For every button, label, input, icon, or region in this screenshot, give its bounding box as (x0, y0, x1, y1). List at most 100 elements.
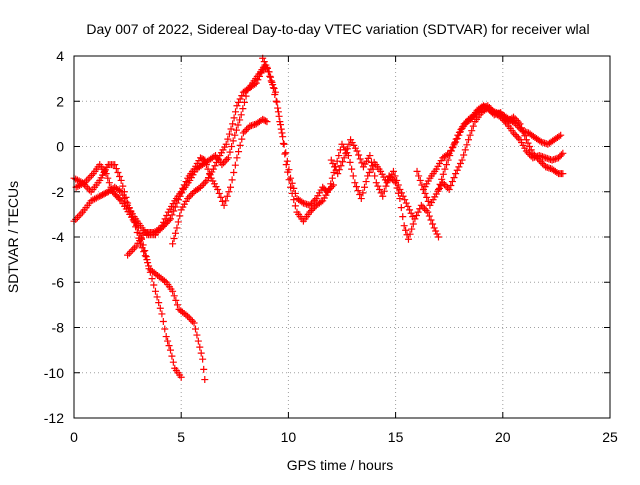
data-point-marker (172, 296, 180, 304)
data-point-marker (443, 161, 451, 169)
data-point-marker (458, 156, 466, 164)
data-point-marker (283, 157, 291, 165)
data-point-marker (371, 172, 379, 180)
data-point-marker (263, 118, 271, 126)
data-point-marker (422, 206, 430, 214)
data-point-marker (334, 170, 342, 178)
data-point-marker (241, 127, 249, 135)
data-point-marker (190, 319, 198, 327)
data-point-marker (390, 177, 398, 185)
data-point-marker (231, 131, 239, 139)
data-point-marker (512, 120, 520, 128)
data-point-marker (343, 145, 351, 153)
data-point-marker (463, 141, 471, 149)
data-point-marker (287, 183, 295, 191)
data-point-marker (197, 349, 205, 357)
data-point-marker (227, 125, 235, 133)
data-point-marker (377, 189, 385, 197)
data-point-marker (367, 158, 375, 166)
data-point-marker (119, 182, 127, 190)
data-point-marker (288, 189, 296, 197)
data-point-marker (380, 187, 388, 195)
data-point-marker (498, 115, 506, 123)
data-point-marker (276, 118, 284, 126)
data-point-marker (188, 317, 196, 325)
data-point-marker (165, 342, 173, 350)
data-point-marker (352, 183, 360, 191)
data-point-marker (111, 161, 119, 169)
data-point-marker (213, 158, 221, 166)
data-point-marker (388, 175, 396, 183)
data-point-marker (187, 191, 195, 199)
data-point-marker (75, 212, 83, 220)
data-point-marker (199, 355, 207, 363)
data-point-marker (225, 188, 233, 196)
data-point-marker (228, 143, 236, 150)
data-point-marker (309, 198, 317, 206)
data-point-marker (151, 287, 159, 295)
data-point-marker (335, 166, 343, 174)
y-axis-label: SDTVAR / TECUs (5, 181, 21, 293)
data-point-marker (421, 189, 429, 197)
data-point-marker (225, 130, 233, 138)
data-point-marker (362, 178, 370, 186)
data-point-marker (464, 136, 472, 144)
data-point-marker (125, 249, 133, 257)
data-point-marker (415, 172, 423, 180)
data-point-marker (184, 312, 192, 320)
data-point-marker (142, 253, 150, 261)
data-point-marker (224, 135, 232, 143)
data-point-marker (185, 314, 193, 322)
data-point-marker (425, 212, 433, 220)
data-point-marker (239, 105, 247, 113)
data-point-marker (230, 169, 238, 177)
data-point-marker (393, 184, 401, 192)
data-point-marker (452, 138, 460, 146)
data-point-marker (119, 191, 127, 199)
data-point-marker (171, 203, 179, 211)
data-point-marker (182, 311, 190, 319)
data-point-marker (455, 131, 463, 139)
data-point-marker (72, 215, 80, 223)
data-point-marker (232, 108, 240, 116)
data-point-marker (200, 365, 208, 373)
data-point-marker (430, 224, 438, 232)
data-point-marker (280, 140, 288, 148)
data-point-marker (200, 180, 208, 188)
data-point-marker (198, 182, 206, 190)
data-point-marker (366, 152, 374, 160)
data-point-marker (164, 337, 172, 345)
data-point-marker (439, 170, 447, 178)
data-point-marker (424, 208, 432, 216)
data-point-marker (148, 275, 156, 283)
data-point-marker (471, 111, 479, 119)
data-point-marker (387, 174, 395, 182)
data-point-marker (559, 170, 567, 178)
data-point-marker (160, 277, 168, 285)
data-point-marker (409, 220, 417, 228)
data-point-marker (429, 220, 437, 228)
data-point-marker (473, 109, 481, 117)
data-point-marker (105, 179, 113, 187)
data-point-marker (413, 167, 421, 175)
data-point-marker (104, 174, 112, 182)
data-point-marker (330, 163, 338, 171)
data-point-marker (306, 201, 314, 209)
data-point-marker (309, 205, 317, 213)
data-point-marker (522, 136, 530, 144)
data-point-marker (298, 198, 306, 206)
data-point-marker (339, 158, 347, 166)
data-point-marker (434, 185, 442, 193)
data-point-marker (277, 125, 285, 133)
data-point-marker (557, 131, 565, 139)
data-point-marker (238, 92, 246, 100)
data-point-marker (282, 149, 290, 157)
data-point-marker (399, 213, 407, 221)
data-point-marker (221, 157, 229, 165)
data-point-marker (211, 162, 219, 170)
data-point-marker (235, 148, 243, 156)
data-point-marker (251, 80, 259, 88)
data-point-marker (448, 178, 456, 186)
data-point-marker (122, 198, 130, 206)
